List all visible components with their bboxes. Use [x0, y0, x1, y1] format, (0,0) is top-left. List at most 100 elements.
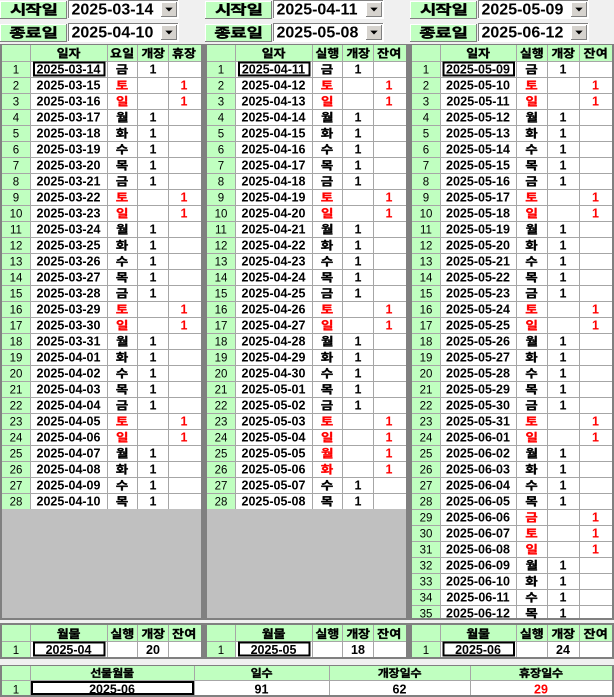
svg-text:1: 1 — [150, 447, 157, 461]
svg-text:2025-04-14: 2025-04-14 — [242, 111, 306, 125]
svg-text:19: 19 — [215, 353, 228, 365]
svg-text:29: 29 — [420, 513, 433, 525]
svg-text:2025-04-18: 2025-04-18 — [242, 175, 306, 189]
svg-text:1: 1 — [386, 191, 393, 205]
svg-text:2025-06: 2025-06 — [455, 643, 501, 657]
svg-text:1: 1 — [423, 65, 429, 77]
svg-text:1: 1 — [560, 255, 567, 269]
svg-text:1: 1 — [355, 63, 362, 77]
svg-text:1: 1 — [386, 463, 393, 477]
svg-text:1: 1 — [386, 79, 393, 93]
svg-text:1: 1 — [560, 591, 567, 605]
svg-text:17: 17 — [215, 321, 228, 333]
svg-text:29: 29 — [534, 682, 548, 696]
svg-text:2025-04-17: 2025-04-17 — [242, 159, 306, 173]
svg-text:14: 14 — [215, 273, 228, 285]
svg-text:1: 1 — [355, 111, 362, 125]
svg-text:15: 15 — [215, 289, 228, 301]
svg-text:1: 1 — [150, 367, 157, 381]
svg-text:23: 23 — [420, 417, 433, 429]
svg-text:27: 27 — [215, 481, 228, 493]
svg-text:24: 24 — [420, 433, 433, 445]
svg-text:6: 6 — [13, 145, 19, 157]
svg-text:1: 1 — [592, 527, 599, 541]
svg-text:15: 15 — [10, 289, 23, 301]
svg-text:1: 1 — [150, 159, 157, 173]
svg-text:1: 1 — [560, 159, 567, 173]
svg-text:2025-06-10: 2025-06-10 — [446, 575, 510, 589]
svg-text:26: 26 — [215, 465, 228, 477]
svg-text:2025-04-03: 2025-04-03 — [37, 383, 101, 397]
svg-text:2025-03-27: 2025-03-27 — [37, 271, 101, 285]
svg-text:1: 1 — [181, 79, 188, 93]
svg-text:1: 1 — [386, 319, 393, 333]
svg-text:20: 20 — [215, 369, 228, 381]
svg-text:19: 19 — [420, 353, 433, 365]
svg-text:3: 3 — [13, 97, 19, 109]
svg-text:2025-05-03: 2025-05-03 — [242, 415, 306, 429]
svg-text:2025-03-25: 2025-03-25 — [37, 239, 101, 253]
svg-text:1: 1 — [150, 143, 157, 157]
svg-text:2025-05-30: 2025-05-30 — [446, 399, 510, 413]
svg-text:2025-05-19: 2025-05-19 — [446, 223, 510, 237]
svg-text:1: 1 — [560, 111, 567, 125]
svg-text:1: 1 — [181, 207, 188, 221]
svg-text:2025-04-02: 2025-04-02 — [37, 367, 101, 381]
svg-text:2025-03-26: 2025-03-26 — [37, 255, 101, 269]
svg-text:22: 22 — [420, 401, 433, 413]
svg-text:5: 5 — [423, 129, 429, 141]
svg-text:1: 1 — [560, 239, 567, 253]
svg-text:1: 1 — [218, 645, 224, 657]
svg-text:22: 22 — [215, 401, 228, 413]
svg-text:1: 1 — [560, 447, 567, 461]
svg-text:1: 1 — [150, 239, 157, 253]
svg-text:1: 1 — [560, 223, 567, 237]
svg-text:10: 10 — [10, 209, 23, 221]
svg-text:2025-06-05: 2025-06-05 — [446, 495, 510, 509]
svg-text:2025-05-18: 2025-05-18 — [446, 207, 510, 221]
svg-text:23: 23 — [215, 417, 228, 429]
svg-text:8: 8 — [218, 177, 224, 189]
svg-text:2025-05-31: 2025-05-31 — [446, 415, 510, 429]
svg-text:2025-03-18: 2025-03-18 — [37, 127, 101, 141]
svg-text:2025-04-16: 2025-04-16 — [242, 143, 306, 157]
svg-text:15: 15 — [420, 289, 433, 301]
svg-text:1: 1 — [150, 495, 157, 509]
svg-text:28: 28 — [215, 497, 228, 509]
svg-text:33: 33 — [420, 577, 433, 589]
svg-text:2025-04-19: 2025-04-19 — [242, 191, 306, 205]
svg-text:2025-06-08: 2025-06-08 — [446, 543, 510, 557]
svg-text:91: 91 — [255, 682, 269, 696]
svg-text:16: 16 — [215, 305, 228, 317]
svg-text:2025-05-22: 2025-05-22 — [446, 271, 510, 285]
svg-text:7: 7 — [218, 161, 224, 173]
svg-text:2025-05-13: 2025-05-13 — [446, 127, 510, 141]
svg-text:1: 1 — [181, 319, 188, 333]
svg-text:8: 8 — [423, 177, 429, 189]
svg-text:2025-04-11: 2025-04-11 — [277, 2, 358, 19]
svg-text:18: 18 — [215, 337, 228, 349]
svg-text:20: 20 — [420, 369, 433, 381]
svg-text:2025-03-24: 2025-03-24 — [37, 223, 101, 237]
svg-text:1: 1 — [355, 159, 362, 173]
svg-text:2025-04: 2025-04 — [46, 643, 92, 657]
svg-text:3: 3 — [218, 97, 224, 109]
svg-text:12: 12 — [215, 241, 228, 253]
svg-text:2025-04-29: 2025-04-29 — [242, 351, 306, 365]
svg-text:1: 1 — [355, 495, 362, 509]
svg-text:1: 1 — [592, 303, 599, 317]
svg-text:2025-04-07: 2025-04-07 — [37, 447, 101, 461]
svg-text:13: 13 — [215, 257, 228, 269]
svg-text:2025-06-12: 2025-06-12 — [446, 607, 510, 621]
svg-text:2025-04-04: 2025-04-04 — [37, 399, 101, 413]
svg-text:1: 1 — [560, 575, 567, 589]
svg-text:1: 1 — [181, 431, 188, 445]
svg-text:2025-05: 2025-05 — [251, 643, 297, 657]
svg-text:2025-04-26: 2025-04-26 — [242, 303, 306, 317]
svg-text:1: 1 — [560, 383, 567, 397]
svg-text:1: 1 — [218, 65, 224, 77]
svg-text:2025-05-09: 2025-05-09 — [446, 63, 510, 77]
svg-text:1: 1 — [355, 367, 362, 381]
svg-text:10: 10 — [215, 209, 228, 221]
svg-text:2025-04-13: 2025-04-13 — [242, 95, 306, 109]
